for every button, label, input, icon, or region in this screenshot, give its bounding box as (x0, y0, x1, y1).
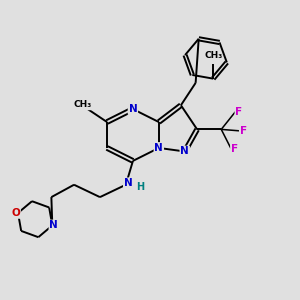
Text: CH₃: CH₃ (73, 100, 92, 109)
Text: O: O (11, 208, 20, 218)
Text: F: F (231, 143, 238, 154)
Text: N: N (180, 146, 189, 157)
Text: F: F (236, 107, 242, 117)
Text: N: N (128, 104, 137, 114)
Text: N: N (154, 143, 163, 153)
Text: F: F (240, 126, 247, 136)
Text: H: H (136, 182, 144, 192)
Text: N: N (50, 220, 58, 230)
Text: N: N (124, 178, 133, 188)
Text: CH₃: CH₃ (204, 51, 222, 60)
